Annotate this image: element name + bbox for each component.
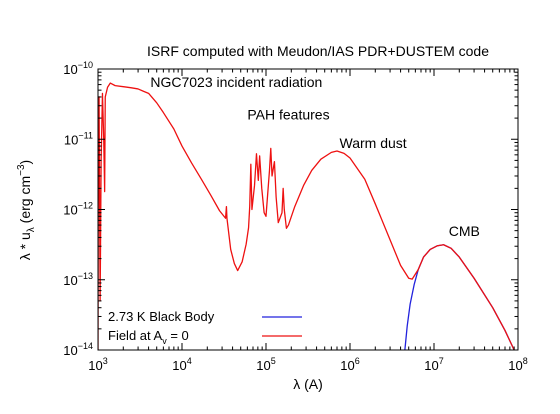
x-tick-label: 107 — [424, 356, 443, 373]
y-axis-label-unit-exp: −3 — [16, 164, 27, 176]
annotation-label: CMB — [449, 223, 480, 239]
annotations: NGC7023 incident radiation PAH features Wa… — [150, 74, 480, 239]
annotation-label: NGC7023 incident radiation — [150, 74, 322, 90]
y-tick-label: 10−10 — [63, 60, 93, 77]
y-axis-label-unit-close: ) — [17, 160, 33, 165]
x-tick-labels: 103 104 105 106 107 108 — [88, 356, 527, 373]
y-tick-label: 10−13 — [63, 271, 93, 288]
series-line-0 — [404, 244, 515, 350]
x-tick-label: 106 — [340, 356, 359, 373]
y-axis-label-main: λ * u — [17, 232, 33, 260]
legend-label-blackbody: 2.73 K Black Body — [108, 309, 215, 324]
series-line-1 — [98, 82, 515, 350]
legend: 2.73 K Black Body Field at Av = 0 — [108, 309, 302, 346]
x-tick-label: 104 — [172, 356, 191, 373]
y-tick-label: 10−14 — [63, 341, 93, 358]
annotation-label: PAH features — [247, 107, 329, 123]
y-tick-label: 10−11 — [64, 130, 93, 147]
x-tick-label: 103 — [88, 356, 107, 373]
y-tick-labels: 10−14 10−13 10−12 10−11 10−10 — [63, 60, 93, 358]
x-tick-label: 105 — [256, 356, 275, 373]
y-axis-label-sub: λ — [26, 227, 37, 232]
annotation-label: Warm dust — [340, 135, 407, 151]
y-axis-label: λ * uλ (erg cm−3) — [16, 160, 37, 260]
legend-label-field: Field at Av = 0 — [108, 328, 189, 346]
chart-title: ISRF computed with Meudon/IAS PDR+DUSTEM… — [147, 43, 489, 59]
legend-label-field-sub: v — [162, 336, 167, 346]
legend-label-field-post: = 0 — [167, 328, 189, 343]
tick-marks — [97, 68, 519, 351]
legend-label-field-main: Field at A — [108, 328, 163, 343]
series-group — [98, 82, 515, 350]
x-axis-label: λ (A) — [293, 376, 323, 392]
y-tick-label: 10−12 — [63, 201, 93, 218]
x-tick-label: 108 — [508, 356, 527, 373]
y-axis-label-unit: (erg cm — [17, 176, 33, 227]
